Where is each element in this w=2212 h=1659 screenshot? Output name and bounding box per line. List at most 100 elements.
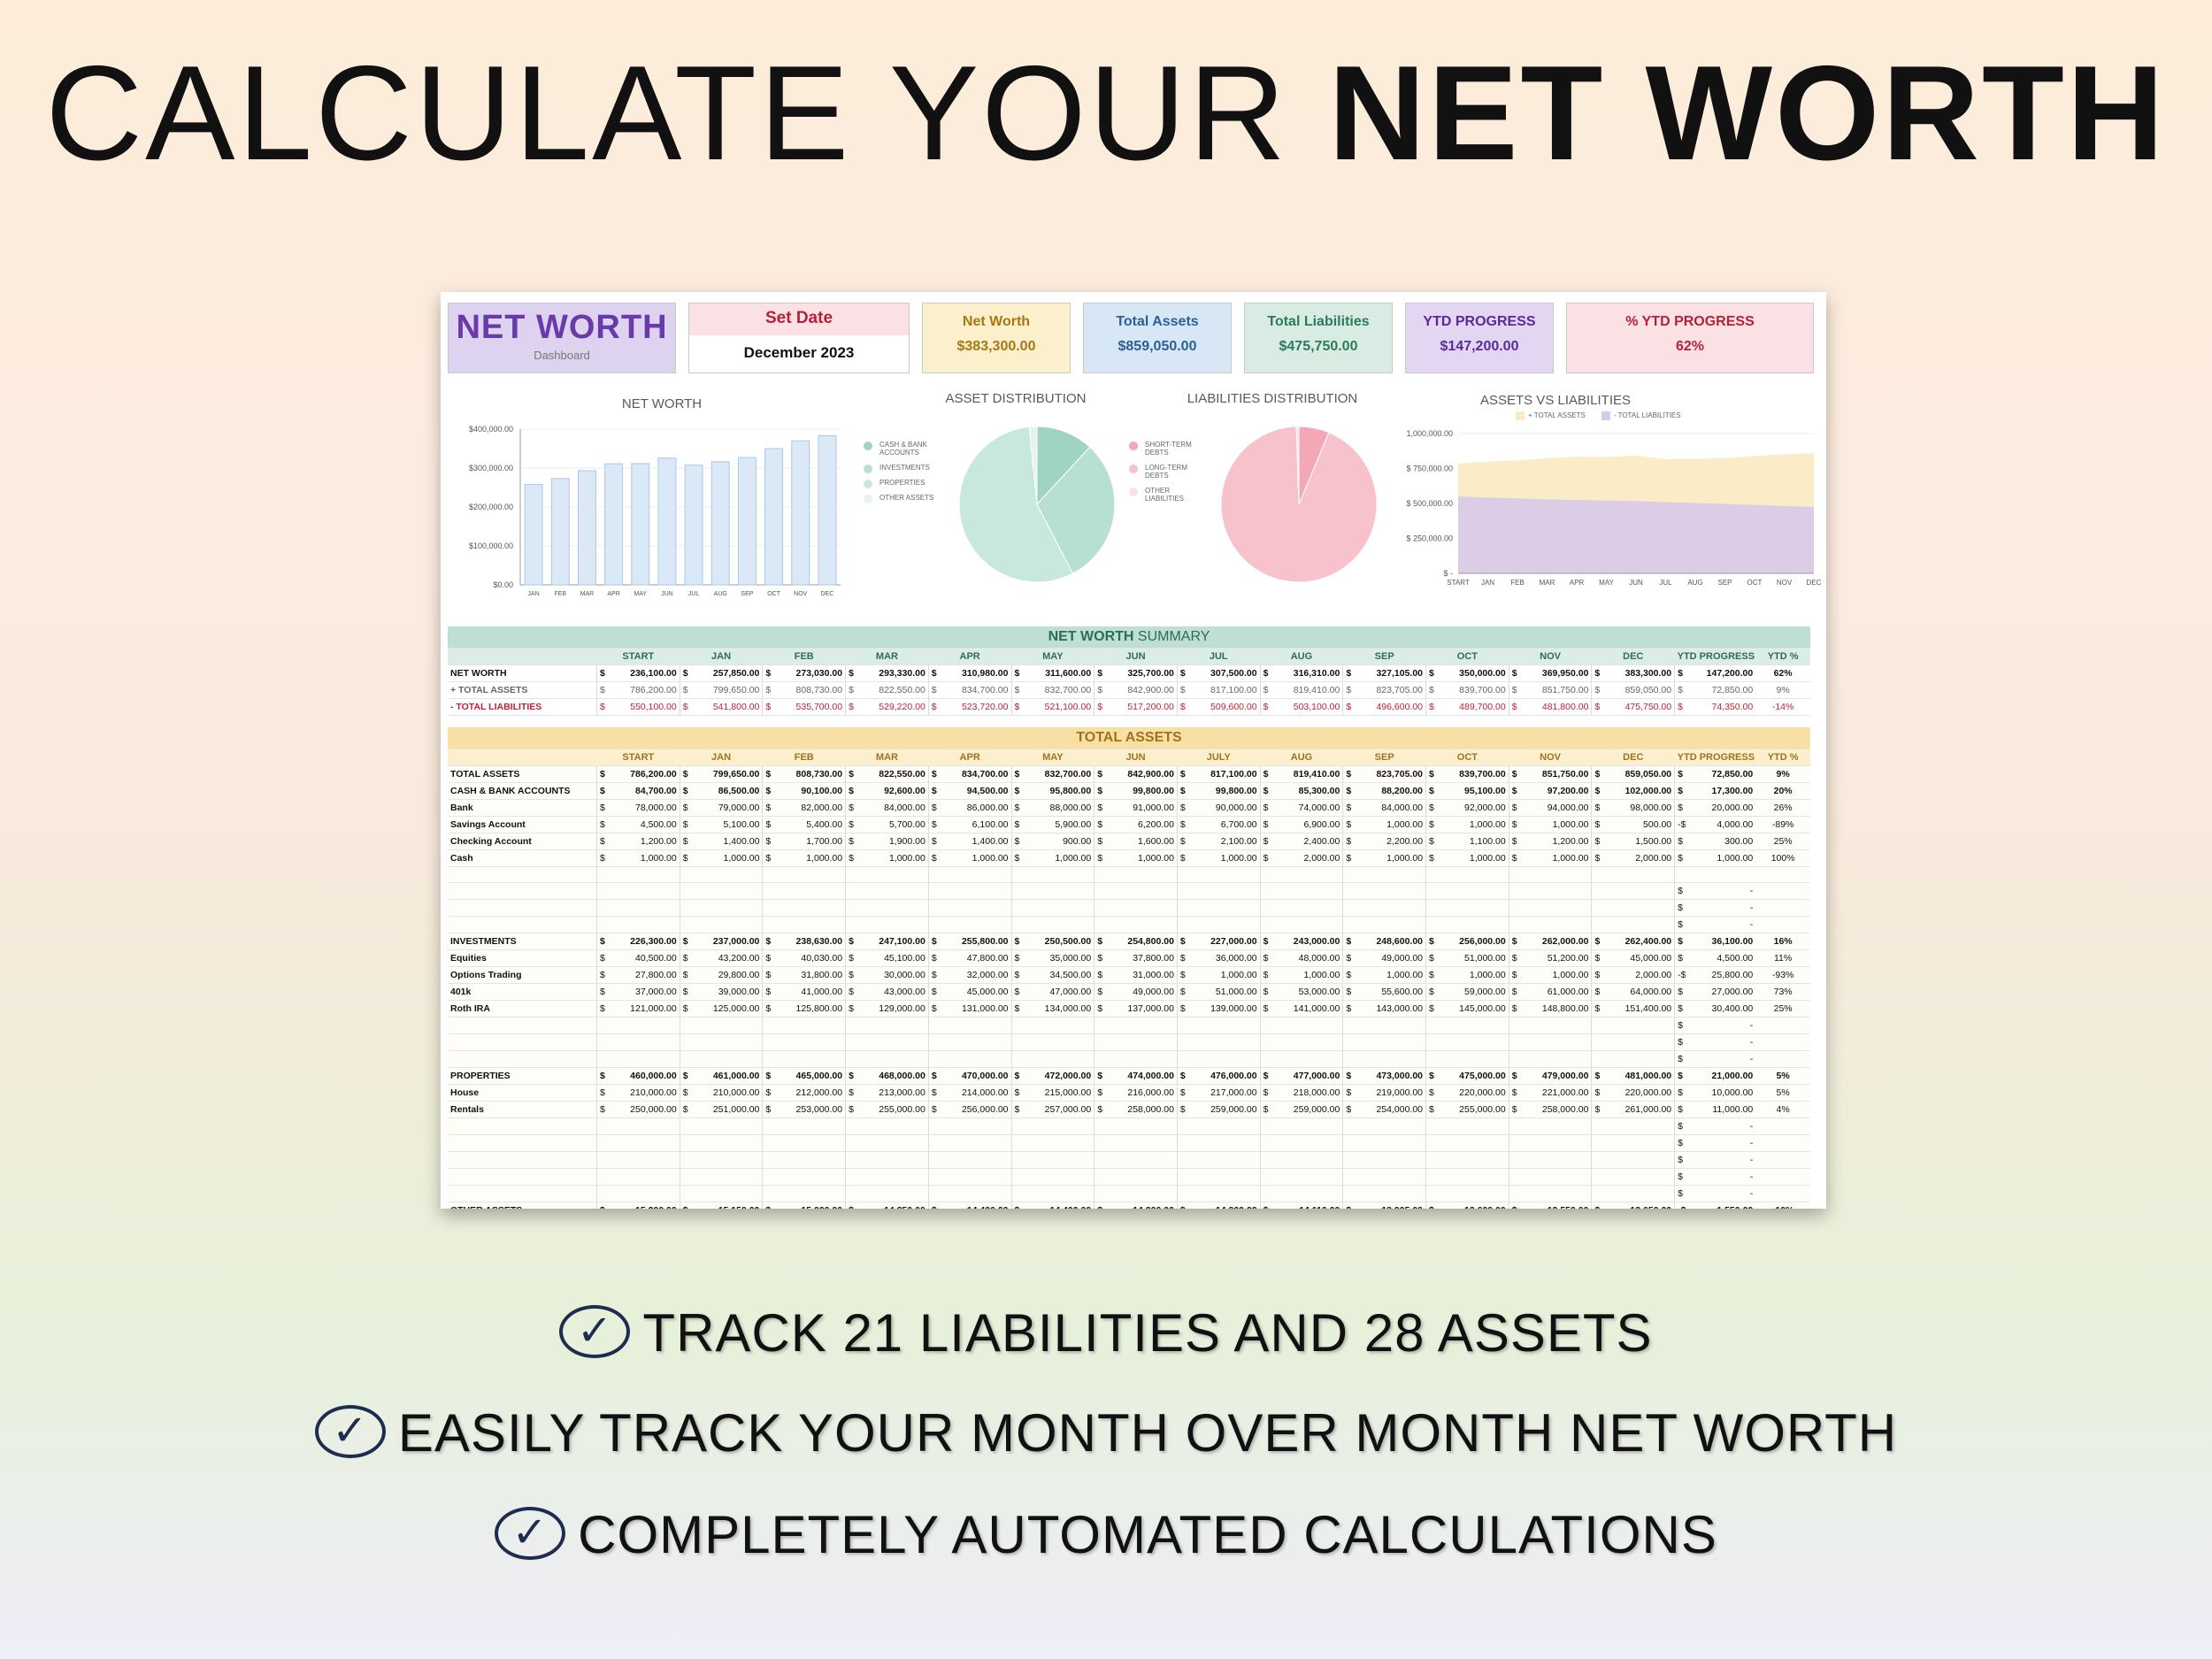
cell-value: 839,700.00 [1437, 765, 1509, 783]
cell-value: 251,000.00 [690, 1101, 763, 1119]
cell-value [1271, 1033, 1343, 1052]
currency-symbol [1176, 1151, 1189, 1170]
cell-value [690, 916, 763, 934]
cell-value: 34,500.00 [1022, 966, 1094, 985]
currency-symbol [762, 916, 774, 934]
currency-symbol: $ [1342, 833, 1355, 850]
cell-value: 808,730.00 [773, 681, 846, 699]
cell-value: 37,800.00 [1105, 949, 1178, 968]
currency-symbol [1425, 916, 1438, 934]
legend-item: OTHER LIABILITIES [1129, 487, 1200, 503]
table-row: CASH & BANK ACCOUNTS $84,700.00 $86,500.00… [448, 782, 1810, 800]
currency-symbol [927, 1050, 940, 1069]
bar [631, 463, 650, 586]
card-value: 62% [1675, 339, 1705, 354]
currency-symbol: $ [1094, 681, 1106, 699]
currency-symbol [927, 1168, 940, 1187]
currency-symbol: $ [1010, 681, 1023, 699]
currency-symbol: $ [1508, 849, 1520, 867]
legend-swatch [1601, 411, 1610, 420]
currency-symbol [1010, 1033, 1023, 1052]
cell-value [856, 1185, 929, 1203]
currency-symbol [927, 1017, 940, 1035]
liabilities-distribution-title: LIABILITIES DISTRIBUTION [1187, 391, 1358, 406]
net-worth-bar-chart: $0.00 $100,000.00 $200,000.00 $300,000.00 $4… [469, 425, 841, 597]
cell-value [1602, 866, 1675, 884]
currency-symbol: $ [679, 799, 691, 817]
cell-value: 250,500.00 [1022, 933, 1094, 951]
currency-symbol [1425, 1118, 1438, 1136]
cell-value [1602, 916, 1675, 934]
bar [577, 470, 596, 586]
cell-value: 470,000.00 [939, 1067, 1012, 1086]
table-row: $ - [448, 1017, 1810, 1035]
currency-symbol: $ [1010, 1084, 1023, 1102]
pie-slice [958, 426, 1074, 583]
currency-symbol: $ [762, 681, 774, 699]
set-date-value[interactable]: December 2023 [743, 344, 855, 361]
ytd-percent: 9% [1755, 765, 1810, 783]
currency-symbol: $ [1259, 1000, 1271, 1018]
cell-value: 1,000.00 [773, 849, 846, 867]
cell-value [608, 1033, 680, 1052]
currency-symbol [1674, 866, 1686, 884]
cell-value [1437, 1185, 1509, 1203]
currency-symbol: $ [762, 1084, 774, 1102]
cell-value: 817,100.00 [1188, 681, 1261, 699]
cell-value: 256,000.00 [939, 1101, 1012, 1119]
currency-symbol: $ [762, 782, 774, 800]
cell-value [1437, 1118, 1509, 1136]
currency-symbol: $ [1425, 1084, 1438, 1102]
x-tick-label: DEC [821, 591, 834, 597]
check-circle-icon: ✓ [495, 1507, 566, 1561]
currency-symbol: $ [1674, 916, 1686, 934]
set-date-card[interactable]: Set Date December 2023 [688, 303, 910, 373]
cell-value [1022, 916, 1094, 934]
cell-value [856, 1151, 929, 1170]
cell-value [1437, 1050, 1509, 1069]
cell-value [939, 1050, 1012, 1069]
currency-symbol: $ [1094, 1067, 1106, 1086]
cell-value: 842,900.00 [1105, 765, 1178, 783]
bar [818, 434, 837, 586]
cell-value [690, 1134, 763, 1153]
currency-symbol [1094, 1168, 1106, 1187]
cell-value: 40,500.00 [608, 949, 680, 968]
cell-value [856, 1168, 929, 1187]
x-tick-label: JUL [1659, 579, 1672, 587]
cell-value [1437, 866, 1509, 884]
cell-value: 102,000.00 [1602, 782, 1675, 800]
currency-symbol: $ [762, 698, 774, 716]
currency-symbol: $ [1259, 816, 1271, 833]
currency-symbol [845, 916, 857, 934]
cell-value [1188, 916, 1261, 934]
cell-value: 489,700.00 [1437, 698, 1509, 716]
currency-symbol: $ [679, 849, 691, 867]
bar [737, 457, 757, 586]
cell-value: 521,100.00 [1022, 698, 1094, 716]
currency-symbol: $ [845, 1084, 857, 1102]
currency-symbol: $ [1094, 1202, 1106, 1209]
ytd-progress-value: - [1686, 1050, 1756, 1069]
currency-symbol: $ [762, 833, 774, 850]
cell-value [690, 866, 763, 884]
currency-symbol: $ [845, 664, 857, 682]
x-tick-label: AUG [1687, 579, 1702, 587]
currency-symbol [927, 916, 940, 934]
cell-value: 832,700.00 [1022, 765, 1094, 783]
currency-symbol: $ [1342, 966, 1355, 985]
row-label [448, 1134, 597, 1153]
currency-symbol: $ [1508, 983, 1520, 1002]
cell-value: 2,100.00 [1188, 833, 1261, 850]
cell-value [1271, 916, 1343, 934]
cell-value: 243,000.00 [1271, 933, 1343, 951]
cell-value [1602, 1134, 1675, 1153]
cell-value [690, 882, 763, 901]
cell-value: 43,200.00 [690, 949, 763, 968]
cell-value [856, 866, 929, 884]
net-worth-card: Net Worth $383,300.00 [922, 303, 1071, 373]
currency-symbol [1508, 899, 1520, 918]
ytd-progress-value: - [1686, 1151, 1756, 1170]
ytd-progress-value: 300.00 [1686, 833, 1756, 850]
ytd-percent: -89% [1755, 816, 1810, 833]
